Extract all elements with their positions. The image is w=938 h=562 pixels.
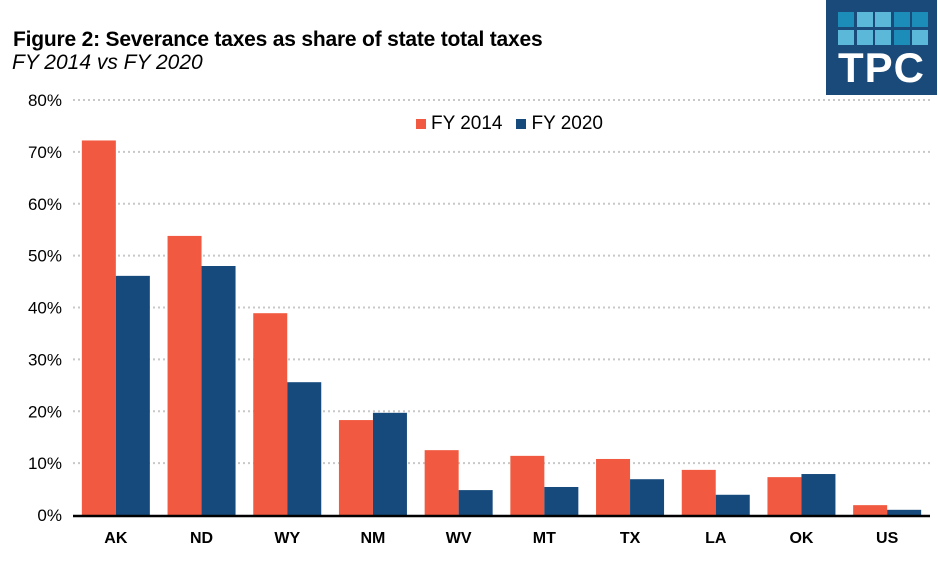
y-tick-label: 30%	[28, 350, 62, 369]
bar-nd-fy2020	[201, 266, 236, 515]
y-tick-label: 20%	[28, 402, 62, 421]
bar-la-fy2020	[715, 494, 750, 515]
bar-nm-fy2014	[338, 420, 373, 515]
y-tick-label: 0%	[37, 506, 62, 525]
bar-tx-fy2014	[596, 458, 631, 515]
bar-ak-fy2020	[115, 275, 150, 515]
x-category-label: LA	[705, 530, 727, 547]
logo-square	[893, 12, 910, 27]
bar-la-fy2014	[681, 469, 716, 515]
y-tick-label: 60%	[28, 195, 62, 214]
x-axis-categories: AK ND WY NM WV MT TX LA OK US	[104, 530, 898, 547]
y-tick-label: 50%	[28, 247, 62, 266]
bar-wv-fy2020	[458, 490, 493, 515]
y-axis-ticks: 0% 10% 20% 30% 40% 50% 60% 70% 80%	[28, 91, 62, 525]
x-category-label: US	[876, 530, 899, 547]
x-category-label: NM	[361, 530, 386, 547]
bar-ok-fy2014	[767, 477, 802, 515]
legend-label-fy2014: FY 2014	[431, 113, 503, 134]
legend-item-fy2014: FY 2014	[416, 113, 502, 135]
x-category-label: ND	[190, 530, 213, 547]
bar-ok-fy2020	[801, 474, 836, 515]
x-category-label: TX	[620, 530, 641, 547]
legend-swatch-fy2020	[516, 119, 527, 129]
x-category-label: AK	[104, 530, 128, 547]
logo-text: TPC	[838, 44, 925, 91]
legend-swatch-fy2014	[416, 119, 426, 129]
bar-nd-fy2014	[167, 235, 202, 515]
bar-tx-fy2020	[630, 479, 665, 515]
y-tick-label: 80%	[28, 91, 62, 110]
bars	[81, 140, 922, 515]
logo-square	[838, 12, 854, 27]
logo-square	[856, 12, 873, 27]
logo-square	[912, 29, 928, 45]
bar-ak-fy2014	[81, 140, 116, 515]
y-tick-label: 70%	[28, 143, 62, 162]
legend-label-fy2020: FY 2020	[531, 113, 603, 134]
bar-wy-fy2014	[253, 313, 288, 515]
tpc-logo: TPC	[826, 0, 937, 95]
bar-nm-fy2020	[372, 412, 407, 515]
bar-wv-fy2014	[424, 450, 459, 515]
chart-subtitle: FY 2014 vs FY 2020	[12, 51, 203, 74]
legend-item-fy2020: FY 2020	[516, 113, 603, 135]
bar-mt-fy2020	[544, 486, 579, 515]
x-category-label: OK	[789, 530, 813, 547]
bar-us-fy2014	[853, 505, 888, 515]
bar-mt-fy2014	[510, 455, 545, 515]
x-category-label: WY	[274, 530, 300, 547]
y-tick-label: 40%	[28, 299, 62, 318]
logo-square	[875, 12, 891, 27]
y-tick-label: 10%	[28, 454, 62, 473]
x-category-label: MT	[533, 530, 556, 547]
x-category-label: WV	[446, 530, 472, 547]
chart-title: Figure 2: Severance taxes as share of st…	[13, 28, 543, 51]
legend: FY 2014 FY 2020	[416, 113, 617, 135]
bar-us-fy2020	[887, 509, 922, 515]
logo-square	[912, 12, 928, 27]
logo-square	[856, 29, 873, 45]
logo-square	[838, 29, 854, 45]
bar-wy-fy2020	[287, 382, 322, 515]
logo-square	[893, 29, 910, 45]
logo-square	[875, 29, 891, 45]
